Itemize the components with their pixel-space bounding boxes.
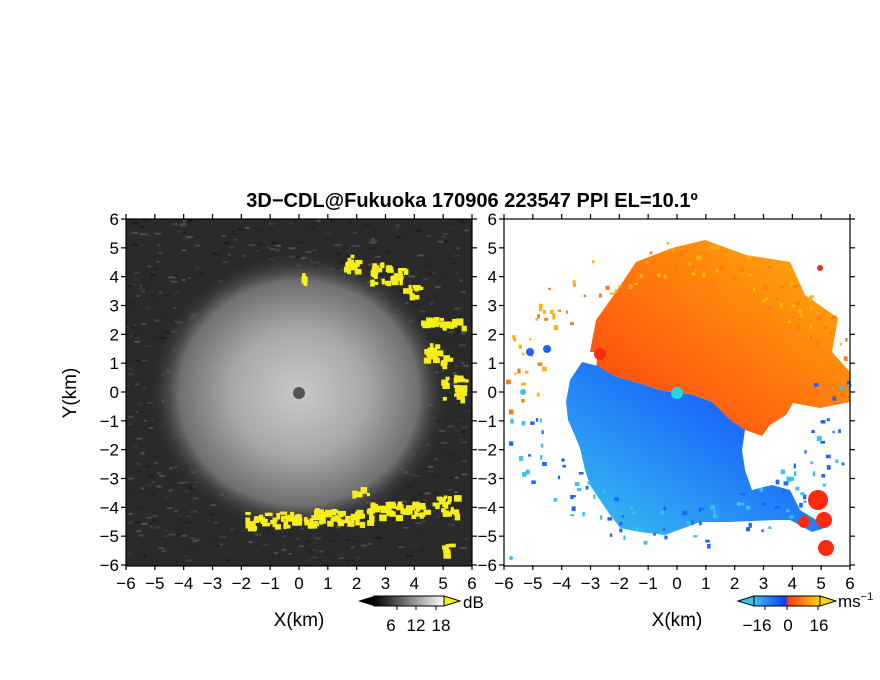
x-tick-label: 1 [323, 574, 332, 593]
y-tick-label: 3 [110, 297, 119, 316]
right-colorbar-tick-neg16: −16 [743, 616, 772, 635]
y-tick-label: 2 [110, 325, 119, 344]
y-tick-label: 1 [110, 354, 119, 373]
x-tick-label: 0 [294, 574, 303, 593]
left-colorbar: 6 12 18 dB [358, 593, 484, 635]
right-colorbar: −16 0 16 ms−1 [736, 591, 873, 635]
right-colorbar-tick-16: 16 [810, 616, 829, 635]
figure-title: 3D−CDL@Fukuoka 170906 223547 PPI EL=10.1… [246, 190, 698, 212]
x-tick-label: 5 [816, 574, 825, 593]
y-tick-label: −6 [100, 556, 119, 575]
y-tick-label: 5 [110, 239, 119, 258]
right-colorbar-unit: ms−1 [838, 591, 873, 611]
y-tick-label: 0 [488, 383, 497, 402]
left-colorbar-tick-18: 18 [432, 616, 451, 635]
y-tick-label: 3 [488, 297, 497, 316]
right-colorbar-bar [753, 595, 821, 607]
x-tick-label: −4 [552, 574, 571, 593]
x-tick-label: −5 [145, 574, 164, 593]
y-tick-label: 2 [488, 325, 497, 344]
y-tick-label: −6 [478, 556, 497, 575]
left-colorbar-tick-12: 12 [407, 616, 426, 635]
x-tick-label: −2 [232, 574, 251, 593]
y-tick-label: 6 [488, 210, 497, 229]
x-tick-label: −4 [174, 574, 193, 593]
x-tick-label: 6 [845, 574, 854, 593]
right-colorbar-arrow-left [736, 595, 755, 607]
y-tick-label: −2 [478, 441, 497, 460]
x-tick-label: −2 [610, 574, 629, 593]
positive-velocity-region [590, 240, 850, 436]
y-tick-label: −1 [478, 412, 497, 431]
x-tick-label: −1 [260, 574, 279, 593]
left-x-axis-label: X(km) [274, 610, 325, 631]
left-y-axis-label: Y(km) [60, 368, 81, 419]
left-colorbar-arrow-right [443, 595, 462, 607]
x-tick-label: 5 [438, 574, 447, 593]
y-tick-label: 6 [110, 210, 119, 229]
left-colorbar-unit: dB [463, 593, 484, 612]
yellow-mask-pixels [245, 254, 469, 559]
x-tick-label: −6 [494, 574, 513, 593]
y-tick-label: 5 [488, 239, 497, 258]
x-tick-label: 1 [701, 574, 710, 593]
y-tick-label: −4 [478, 498, 497, 517]
right-x-axis-label: X(km) [652, 610, 703, 631]
right-center-marker [671, 387, 683, 399]
x-tick-label: 4 [410, 574, 419, 593]
x-tick-label: 2 [730, 574, 739, 593]
left-colorbar-bar [373, 595, 445, 607]
x-tick-label: 0 [672, 574, 681, 593]
y-tick-label: 4 [110, 268, 119, 287]
x-tick-label: −3 [581, 574, 600, 593]
velocity-scatter [506, 242, 852, 560]
left-center-marker [293, 387, 305, 399]
x-tick-label: −5 [523, 574, 542, 593]
x-tick-label: −6 [116, 574, 135, 593]
y-tick-label: 1 [488, 354, 497, 373]
right-colorbar-arrow-right [819, 595, 838, 607]
x-tick-label: −3 [203, 574, 222, 593]
x-tick-label: 3 [759, 574, 768, 593]
y-tick-label: 4 [488, 268, 497, 287]
y-tick-label: −3 [478, 470, 497, 489]
x-tick-label: −1 [638, 574, 657, 593]
x-tick-label: 4 [788, 574, 797, 593]
x-tick-label: 3 [381, 574, 390, 593]
left-colorbar-tick-6: 6 [386, 616, 395, 635]
y-tick-label: −5 [478, 527, 497, 546]
y-tick-label: −1 [100, 412, 119, 431]
right-colorbar-tick-0: 0 [783, 616, 792, 635]
y-tick-label: −2 [100, 441, 119, 460]
left-colorbar-arrow-left [358, 596, 374, 606]
y-tick-label: 0 [110, 383, 119, 402]
x-tick-label: 6 [467, 574, 476, 593]
negative-velocity-region [566, 362, 828, 535]
x-tick-label: 2 [352, 574, 361, 593]
y-tick-label: −4 [100, 498, 119, 517]
y-tick-label: −3 [100, 470, 119, 489]
y-tick-label: −5 [100, 527, 119, 546]
